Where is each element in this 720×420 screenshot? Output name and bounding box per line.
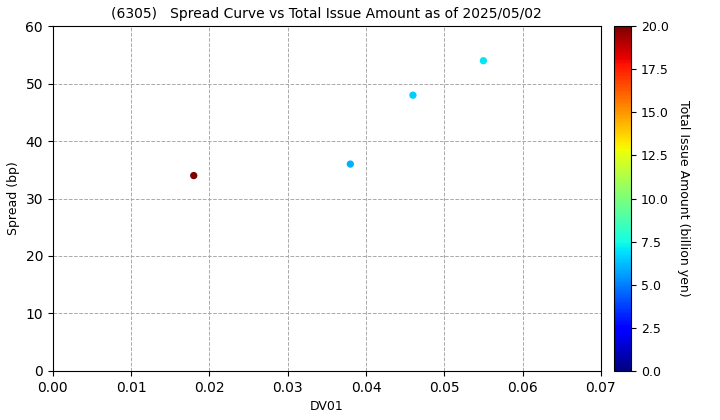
Point [345, 161, 356, 168]
Point [477, 58, 489, 64]
Y-axis label: Spread (bp): Spread (bp) [7, 162, 20, 235]
Point [408, 92, 419, 99]
Y-axis label: Total Issue Amount (billion yen): Total Issue Amount (billion yen) [677, 100, 690, 297]
X-axis label: DV01: DV01 [310, 400, 343, 413]
Point [188, 172, 199, 179]
Title: (6305)   Spread Curve vs Total Issue Amount as of 2025/05/02: (6305) Spread Curve vs Total Issue Amoun… [112, 7, 542, 21]
